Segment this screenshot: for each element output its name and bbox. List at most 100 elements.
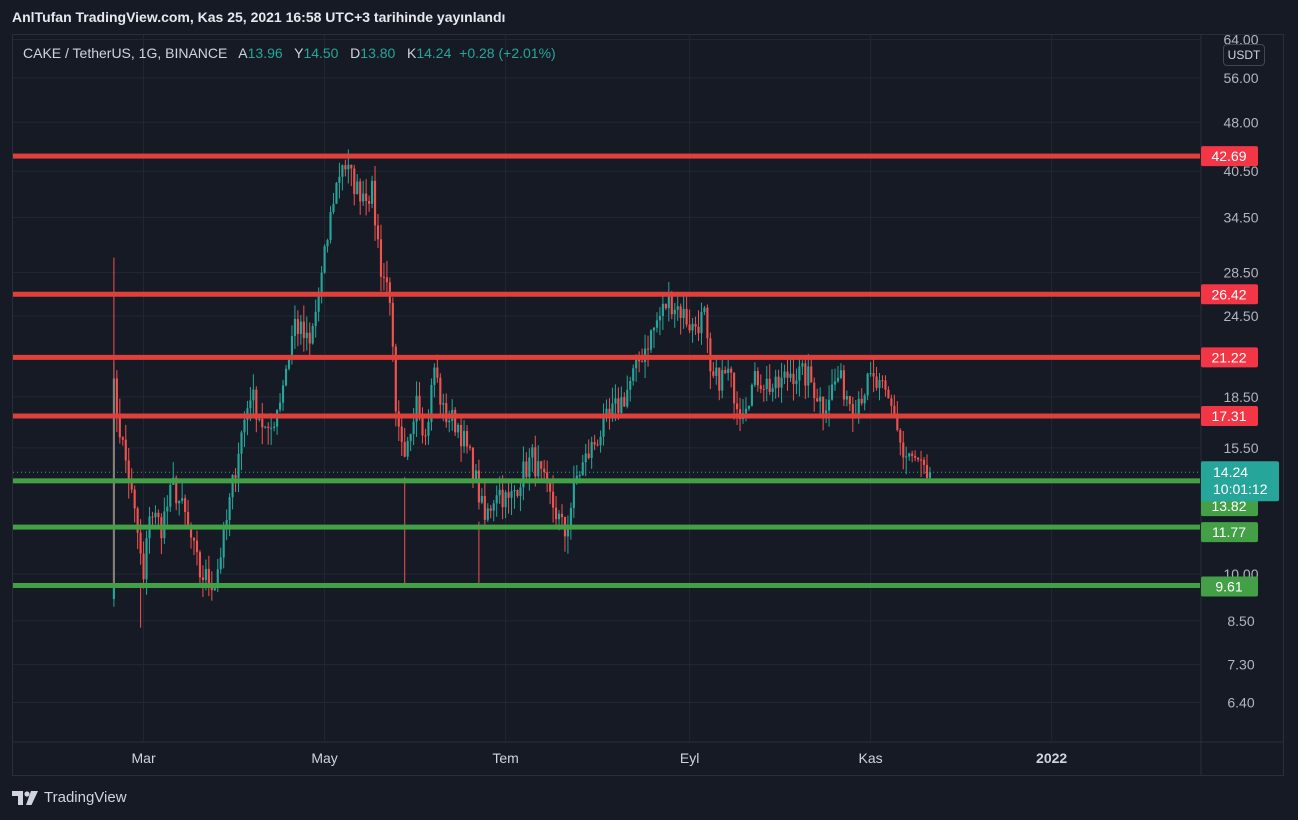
candle-body bbox=[614, 398, 617, 404]
candle-body bbox=[178, 500, 181, 504]
candle-body bbox=[457, 424, 460, 433]
candle-body bbox=[676, 306, 679, 310]
candle-body bbox=[139, 532, 142, 554]
candle-body bbox=[780, 377, 783, 388]
brand-name: TradingView bbox=[44, 789, 127, 806]
candle-body bbox=[335, 182, 338, 204]
resistance-tag-label: 17.31 bbox=[1211, 408, 1246, 424]
candle-body bbox=[439, 377, 442, 405]
candle-body bbox=[807, 366, 810, 386]
candle-body bbox=[489, 508, 492, 511]
candle-body bbox=[359, 181, 362, 202]
candle-body bbox=[593, 442, 596, 445]
resistance-line bbox=[13, 291, 1200, 297]
y-tick-label: 7.30 bbox=[1227, 657, 1254, 673]
candle-body bbox=[495, 495, 498, 504]
candle-body bbox=[922, 459, 926, 465]
candle-body bbox=[430, 384, 433, 422]
candle-body bbox=[498, 489, 501, 496]
grid-lines bbox=[13, 35, 1200, 741]
candle-body bbox=[783, 371, 786, 378]
support-line bbox=[13, 478, 1200, 484]
candle-body bbox=[391, 302, 394, 347]
candle-body bbox=[273, 426, 276, 428]
candle-body bbox=[771, 388, 774, 392]
candle-body bbox=[718, 367, 721, 391]
resistance-line bbox=[13, 153, 1200, 159]
candle-body bbox=[270, 427, 273, 429]
y-tick-label: 6.40 bbox=[1227, 695, 1254, 711]
candle-body bbox=[833, 381, 837, 385]
y-tick-label: 28.50 bbox=[1223, 264, 1258, 280]
support-tag-label: 13.82 bbox=[1211, 498, 1246, 514]
candle-body bbox=[513, 490, 516, 492]
tradingview-brand[interactable]: TradingView bbox=[12, 789, 127, 806]
candle-body bbox=[804, 363, 807, 386]
y-tick-label: 15.50 bbox=[1223, 440, 1258, 456]
candle-body bbox=[552, 491, 555, 508]
candle-body bbox=[911, 453, 914, 456]
candle-body bbox=[736, 403, 739, 410]
candle-body bbox=[225, 520, 228, 526]
candle-body bbox=[679, 306, 682, 318]
candle-body bbox=[118, 415, 121, 438]
currency-button[interactable]: USDT bbox=[1223, 44, 1265, 66]
resistance-line bbox=[13, 354, 1200, 360]
candle-body bbox=[881, 380, 884, 382]
symbol-label[interactable]: CAKE / TetherUS, 1G, BINANCE bbox=[23, 45, 228, 61]
candle-body bbox=[667, 292, 670, 309]
open-value: 13.96 bbox=[247, 45, 283, 61]
publish-info: AnlTufan TradingView.com, Kas 25, 2021 1… bbox=[12, 9, 506, 25]
candle-body bbox=[925, 464, 929, 478]
candle-body bbox=[715, 367, 718, 376]
candle-body bbox=[730, 368, 733, 373]
candle-body bbox=[436, 367, 439, 378]
countdown-label: 10:01:12 bbox=[1213, 481, 1268, 497]
candle-body bbox=[658, 315, 661, 321]
candle-body bbox=[255, 389, 258, 420]
support-line bbox=[13, 582, 1200, 588]
candle-body bbox=[721, 370, 724, 391]
candle-body bbox=[382, 276, 386, 278]
candle-body bbox=[795, 380, 798, 385]
candle-body bbox=[228, 497, 231, 521]
candle-body bbox=[169, 484, 172, 507]
support-tag-label: 11.77 bbox=[1212, 524, 1246, 540]
resistance-tag-label: 42.69 bbox=[1211, 148, 1246, 164]
candle-body bbox=[531, 447, 534, 458]
candle-body bbox=[851, 404, 854, 418]
candle-body bbox=[418, 395, 421, 417]
candle-body bbox=[293, 318, 296, 337]
candle-body bbox=[792, 373, 795, 385]
candle-body bbox=[839, 370, 843, 378]
candle-body bbox=[121, 437, 124, 440]
close-label: K bbox=[407, 45, 417, 61]
high-label: Y bbox=[294, 45, 304, 61]
candle-body bbox=[566, 526, 569, 537]
candle-body bbox=[142, 553, 145, 580]
candle-body bbox=[471, 447, 475, 480]
x-tick-label: May bbox=[311, 750, 337, 766]
candle-body bbox=[724, 370, 727, 374]
chart-frame bbox=[12, 34, 1284, 776]
candle-body bbox=[216, 569, 219, 589]
candle-body bbox=[830, 384, 834, 400]
candle-body bbox=[195, 540, 199, 553]
candle-body bbox=[703, 307, 706, 312]
candle-body bbox=[127, 460, 130, 482]
candle-body bbox=[311, 326, 314, 344]
candle-body bbox=[641, 361, 644, 363]
candle-body bbox=[822, 396, 825, 414]
x-tick-label: Mar bbox=[132, 750, 156, 766]
candle-body bbox=[317, 294, 320, 312]
resistance-tag bbox=[1201, 406, 1258, 427]
candle-body bbox=[709, 338, 712, 372]
y-tick-label: 24.50 bbox=[1223, 308, 1258, 324]
candle-body bbox=[267, 426, 270, 428]
high-value: 14.50 bbox=[303, 45, 339, 61]
candle-body bbox=[462, 431, 466, 447]
candle-body bbox=[917, 457, 920, 460]
candle-body bbox=[905, 456, 908, 458]
candle-body bbox=[376, 225, 380, 240]
